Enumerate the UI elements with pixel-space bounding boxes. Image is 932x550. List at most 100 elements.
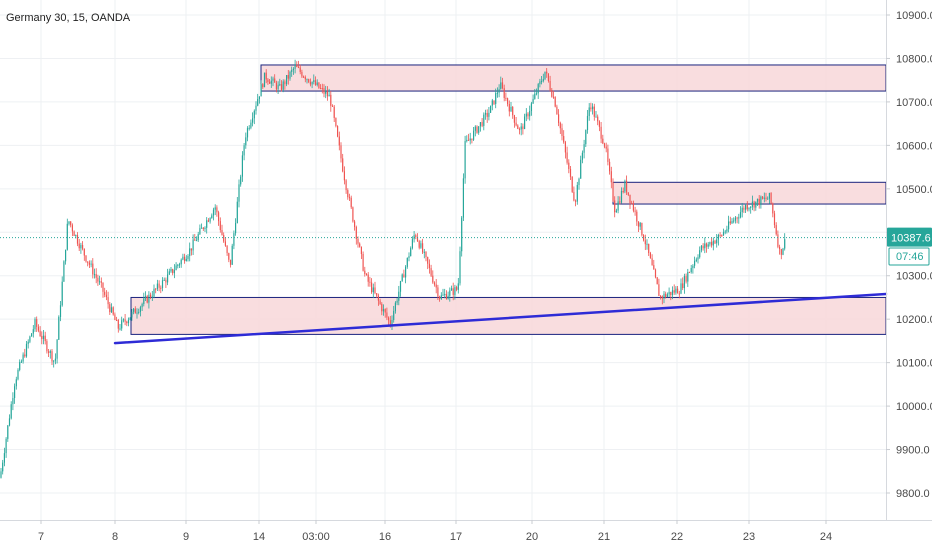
candle-body [216,207,218,213]
candle-body [19,362,21,370]
candle-body [568,162,570,169]
candle-body [641,222,643,236]
candle-body [36,319,38,327]
candle-body [318,82,320,89]
candle-body [282,81,284,90]
candle-body [156,283,158,289]
y-tick-label: 10600.0 [896,140,932,152]
candle-body [683,276,685,289]
candle-body [294,64,296,69]
candle-body [410,248,412,257]
candle-body [257,99,259,106]
candle-body [350,197,352,208]
candle-body [246,128,249,138]
candle-body [206,220,208,228]
candle-body [639,222,641,227]
candle-body [189,248,191,257]
candle-body [583,144,585,153]
candle-body [262,84,264,88]
candle-body [374,287,376,294]
candle-body [80,244,82,249]
candle-body [668,291,670,295]
candle-body [119,328,121,330]
candle-body [595,116,597,118]
candle-body [187,256,189,259]
candle-body [139,307,141,312]
candle-body [202,227,204,229]
candle-body [474,126,476,131]
candle-body [167,274,169,283]
candle-body [622,191,624,193]
candle-body [309,82,311,85]
candle-body [357,238,359,244]
candle-body [221,230,223,235]
candle-body [566,152,568,163]
x-axis-ticks[interactable]: 7 8 9 14 03:00 16 17 20 21 22 23 24 [38,520,832,543]
y-tick-label: 9900.0 [896,445,930,457]
candle-body [59,305,62,317]
y-tick-label: 10900.0 [896,10,932,22]
candle-body [39,330,41,337]
candle-body [280,84,283,90]
candle-body [692,265,694,269]
candle-body [238,184,240,202]
y-tick-label: 10000.0 [896,401,932,413]
candle-body [508,103,510,112]
candle-body [323,88,325,94]
candle-body [734,217,736,221]
candle-body [733,220,735,222]
candle-body [255,105,257,111]
candle-body [279,84,281,86]
candle-body [24,354,26,357]
candle-body [576,184,578,202]
x-tick-label: 21 [598,531,610,543]
x-tick-label: 8 [112,531,118,543]
candle-body [15,379,17,387]
candle-body [411,239,413,249]
candle-body [780,249,782,255]
candle-body [415,235,417,237]
candle-body [360,246,362,255]
candle-body [610,171,612,183]
x-tick-label: 14 [253,531,265,543]
candle-body [253,110,255,119]
mid-resistance-zone[interactable] [612,181,887,205]
candle-body [425,251,427,257]
candle-body [665,293,667,297]
candle-body [110,307,113,313]
candle-body [636,211,638,222]
candle-body [224,241,226,246]
candle-body [478,126,480,133]
x-tick-label: 9 [183,531,189,543]
upper-resistance-zone[interactable] [260,64,887,92]
candle-body [316,82,318,85]
candle-body [195,240,198,242]
candle-body [218,212,220,222]
candle-body [714,240,716,244]
candle-body [580,159,582,179]
trendline[interactable] [113,292,888,345]
candle-body [767,198,769,200]
candle-body [41,336,43,340]
candle-body [178,264,181,266]
candle-body [231,245,233,265]
candle-body [365,274,368,276]
candle-body [54,358,56,361]
candle-body [644,240,646,245]
candle-body [768,192,770,199]
support-zone[interactable] [130,296,887,335]
candle-body [471,138,473,140]
candles-layer [0,59,786,479]
candle-body [291,69,293,72]
candle-body [631,203,633,205]
candle-body [626,180,628,193]
candle-body [144,296,147,299]
candle-body [467,139,470,141]
candle-body [751,201,753,207]
candle-body [547,73,549,81]
candle-body [726,229,728,232]
candle-body [287,75,289,79]
candle-body [335,117,337,127]
